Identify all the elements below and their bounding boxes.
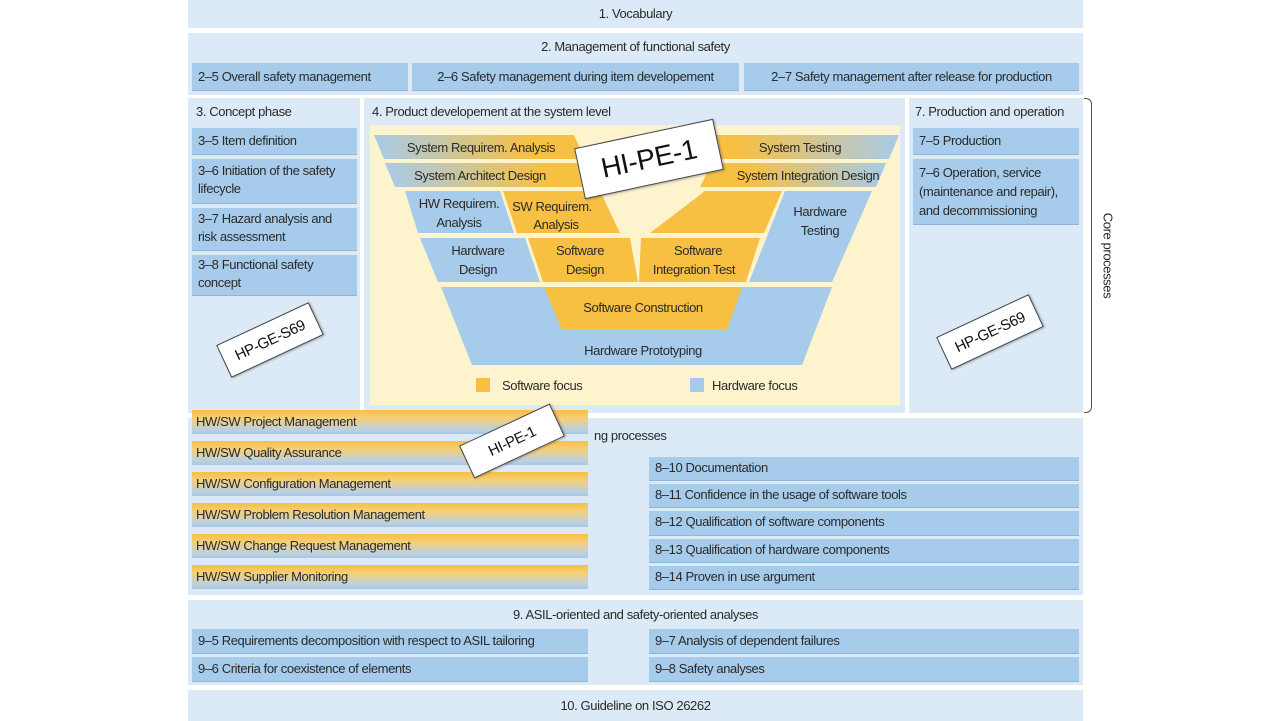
hwsw-bar-label: HW/SW Quality Assurance: [196, 445, 342, 460]
box-label: 9–7 Analysis of dependent failures: [655, 633, 840, 648]
box-2-6: 2–6 Safety management during item develo…: [412, 63, 739, 91]
box-3-8: 3–8 Functional safety concept: [192, 255, 357, 296]
box-label: 8–14 Proven in use argument: [655, 569, 815, 584]
hwsw-bar: HW/SW Problem Resolution Management: [192, 503, 588, 527]
v-right-sw-block: [650, 191, 782, 233]
v-hw-testing: [749, 191, 872, 282]
label-sw-design: Software: [556, 243, 604, 258]
label-hw-req: Analysis: [436, 215, 482, 230]
label-hw-testing: Hardware: [793, 204, 846, 219]
box-9-7: 9–7 Analysis of dependent failures: [649, 629, 1079, 654]
hwsw-bar-label: HW/SW Change Request Management: [196, 538, 411, 553]
box-label: 2–6 Safety management during item develo…: [437, 69, 714, 84]
label-sw-construction: Software Construction: [583, 300, 703, 315]
box-label: 9–8 Safety analyses: [655, 661, 765, 676]
box-label: 3–6 Initiation of the safety lifecycle: [198, 163, 335, 196]
box-8-12: 8–12 Qualification of software component…: [649, 511, 1079, 536]
box-label: 8–10 Documentation: [655, 460, 768, 475]
hwsw-bar: HW/SW Configuration Management: [192, 472, 588, 496]
label-hw-design: Hardware: [451, 243, 504, 258]
box-3-7: 3–7 Hazard analysis and risk assessment: [192, 208, 357, 251]
hwsw-bar-label: HW/SW Problem Resolution Management: [196, 507, 425, 522]
section-title: 3. Concept phase: [196, 104, 292, 119]
v-sys-req: [374, 135, 585, 159]
core-processes-label: Core processes: [1101, 196, 1116, 316]
box-9-5: 9–5 Requirements decomposition with resp…: [192, 629, 588, 654]
core-processes-bracket: [1084, 98, 1092, 413]
box-8-11: 8–11 Confidence in the usage of software…: [649, 484, 1079, 508]
box-3-5: 3–5 Item definition: [192, 128, 357, 155]
stamp-text: HI-PE-1: [598, 133, 700, 184]
section-title: ng processes: [594, 428, 667, 443]
box-9-6: 9–6 Criteria for coexistence of elements: [192, 657, 588, 682]
label-sys-req: System Requirem. Analysis: [407, 140, 556, 155]
legend-hardware-label: Hardware focus: [712, 378, 798, 393]
legend-software-swatch: [476, 378, 490, 392]
box-label: 3–7 Hazard analysis and risk assessment: [198, 211, 332, 244]
v-sw-design: [528, 238, 638, 282]
v-sys-int: [700, 163, 886, 187]
box-label: 7–6 Operation, service (maintenance and …: [919, 165, 1058, 218]
section-title: 2. Management of functional safety: [541, 39, 730, 54]
label-hw-design: Design: [459, 262, 497, 277]
section-vocabulary: 1. Vocabulary: [188, 0, 1083, 28]
core-processes-text: Core processes: [1100, 212, 1116, 299]
section-title: 10. Guideline on ISO 26262: [560, 698, 711, 713]
v-sw-int-test: [639, 238, 760, 282]
label-sw-int-test: Software: [674, 243, 722, 258]
legend-hardware-swatch: [690, 378, 704, 392]
box-label: 8–12 Qualification of software component…: [655, 514, 885, 529]
box-2-7: 2–7 Safety management after release for …: [744, 63, 1079, 91]
legend-software-label: Software focus: [502, 378, 583, 393]
label-hw-req: HW Requirem.: [419, 196, 499, 211]
box-8-13: 8–13 Qualification of hardware component…: [649, 539, 1079, 563]
box-7-6: 7–6 Operation, service (maintenance and …: [913, 159, 1079, 225]
box-8-14: 8–14 Proven in use argument: [649, 566, 1079, 590]
box-label: 2–7 Safety management after release for …: [771, 69, 1052, 84]
label-hw-prototyping: Hardware Prototyping: [584, 343, 702, 358]
box-label: 9–6 Criteria for coexistence of elements: [198, 661, 412, 676]
box-label: 9–5 Requirements decomposition with resp…: [198, 633, 535, 648]
box-label: 7–5 Production: [919, 133, 1001, 148]
section-title: 7. Production and operation: [915, 104, 1064, 119]
section-title: 1. Vocabulary: [598, 6, 673, 21]
label-sys-test: System Testing: [759, 140, 841, 155]
box-label: 8–13 Qualification of hardware component…: [655, 542, 890, 557]
box-label: 8–11 Confidence in the usage of software…: [655, 487, 907, 502]
label-sw-int-test: Integration Test: [653, 262, 736, 277]
box-8-10: 8–10 Documentation: [649, 457, 1079, 481]
label-hw-testing: Testing: [801, 223, 840, 238]
box-label: 3–5 Item definition: [198, 133, 297, 148]
hwsw-bar: HW/SW Supplier Monitoring: [192, 565, 588, 589]
v-sys-arch: [385, 163, 600, 187]
box-label: 3–8 Functional safety concept: [198, 257, 314, 290]
section-guideline: 10. Guideline on ISO 26262: [188, 690, 1083, 721]
hwsw-bar-label: HW/SW Project Management: [196, 414, 357, 429]
v-hw-req: [405, 191, 514, 233]
box-9-8: 9–8 Safety analyses: [649, 657, 1079, 682]
box-7-5: 7–5 Production: [913, 128, 1079, 155]
v-sys-test: [687, 135, 899, 159]
box-3-6: 3–6 Initiation of the safety lifecycle: [192, 159, 357, 204]
section-title: 4. Product developement at the system le…: [372, 104, 611, 119]
box-label: 2–5 Overall safety management: [198, 69, 371, 84]
box-2-5: 2–5 Overall safety management: [192, 63, 408, 91]
hwsw-bar-label: HW/SW Supplier Monitoring: [196, 569, 348, 584]
label-sw-req: SW Requirem.: [512, 199, 592, 214]
v-hw-design: [420, 238, 540, 282]
v-sw-construction: [544, 287, 742, 330]
v-sw-req: [503, 191, 620, 233]
label-sw-req: Analysis: [533, 217, 579, 232]
section-title: 9. ASIL-oriented and safety-oriented ana…: [512, 607, 759, 622]
label-sys-arch: System Architect Design: [414, 168, 546, 183]
hwsw-bar: HW/SW Change Request Management: [192, 534, 588, 558]
label-sys-int: System Integration Design: [737, 168, 880, 183]
label-sw-design: Design: [566, 262, 604, 277]
hwsw-bar-label: HW/SW Configuration Management: [196, 476, 391, 491]
